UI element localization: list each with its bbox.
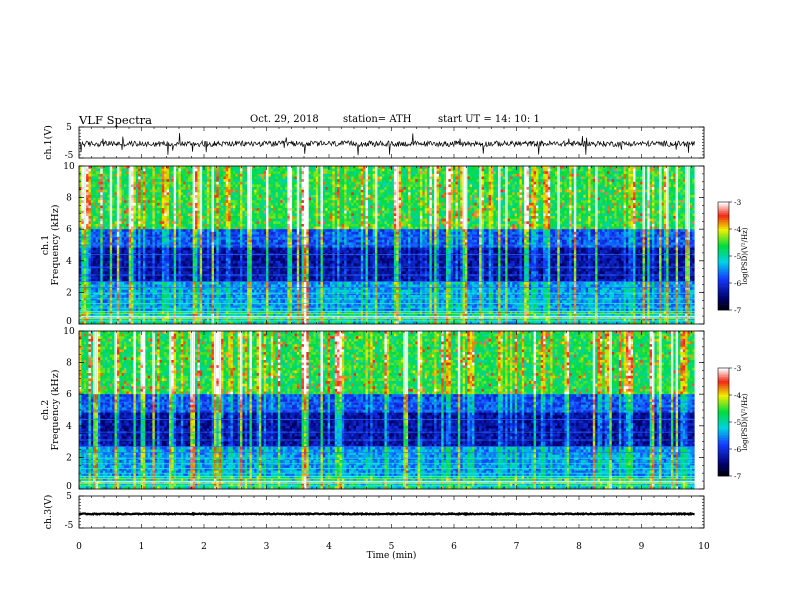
ch2-spectrogram-ytick-label: 10 [63, 327, 75, 337]
x-tick-label: 3 [264, 542, 270, 552]
ch1-waveform-ytick-label: -5 [65, 151, 74, 161]
ch2-spectrogram-ytick-label: 8 [66, 359, 72, 369]
ch1-spectrogram-ytick-label: 10 [63, 162, 75, 172]
x-tick-label: 10 [698, 542, 710, 552]
ch3-waveform-ytick-label: -5 [65, 521, 74, 531]
x-tick-label: 7 [514, 542, 520, 552]
ch1-spectrogram-image [79, 166, 704, 324]
x-tick-label: 6 [451, 542, 457, 552]
ch1-colorbar-label: log(PSD)(V²/Hz) [741, 227, 749, 284]
ch2-colorbar-tick-label: -3 [734, 364, 742, 373]
x-tick-label: 0 [76, 542, 82, 552]
x-tick-label: 1 [139, 542, 145, 552]
ch1-waveform-trace [79, 133, 695, 155]
ch2-colorbar [718, 368, 732, 476]
ch2-spectrogram-ytick-label: 4 [66, 422, 72, 432]
x-tick-label: 2 [201, 542, 207, 552]
ch1-colorbar-tick-label: -3 [734, 198, 742, 207]
ch2-spectrogram-ytick-label: 6 [66, 390, 72, 400]
ch1-spectrogram-ytick-label: 4 [66, 257, 72, 267]
ch1-waveform-ylabel: ch.1(V) [43, 125, 54, 160]
ch1-spectrogram-ytick-label: 8 [66, 194, 72, 204]
ch2-colorbar-label: log(PSD)(V²/Hz) [741, 393, 749, 450]
ch1-waveform-ytick-label: 5 [66, 123, 72, 133]
ch3-waveform-ylabel: ch.3(V) [43, 495, 54, 530]
ch1-spectrogram-ytick-label: 2 [66, 288, 72, 298]
x-tick-label: 8 [576, 542, 582, 552]
ch1-spectrogram-ytick-label: 0 [66, 317, 72, 327]
ch2-spectrogram-image [79, 331, 704, 489]
ch1-spectrogram-ylabel: Frequency (kHz) [50, 205, 61, 286]
ch2-spectrogram-ytick-label: 2 [66, 453, 72, 463]
ch1-colorbar [718, 202, 732, 310]
ch3-waveform-frame [79, 496, 704, 528]
ch2-spectrogram-ylabel: Frequency (kHz) [50, 370, 61, 451]
ch1-spectrogram-ytick-label: 6 [66, 225, 72, 235]
ch2-colorbar-tick-label: -7 [734, 472, 742, 481]
ch3-waveform-ytick-label: 5 [66, 492, 72, 502]
x-axis-label: Time (min) [367, 550, 417, 561]
x-tick-label: 9 [639, 542, 645, 552]
ch1-colorbar-tick-label: -7 [734, 306, 742, 315]
ch2-spectrogram-ytick-label: 0 [66, 482, 72, 492]
x-tick-label: 4 [326, 542, 332, 552]
ch3-waveform-trace [79, 513, 695, 514]
